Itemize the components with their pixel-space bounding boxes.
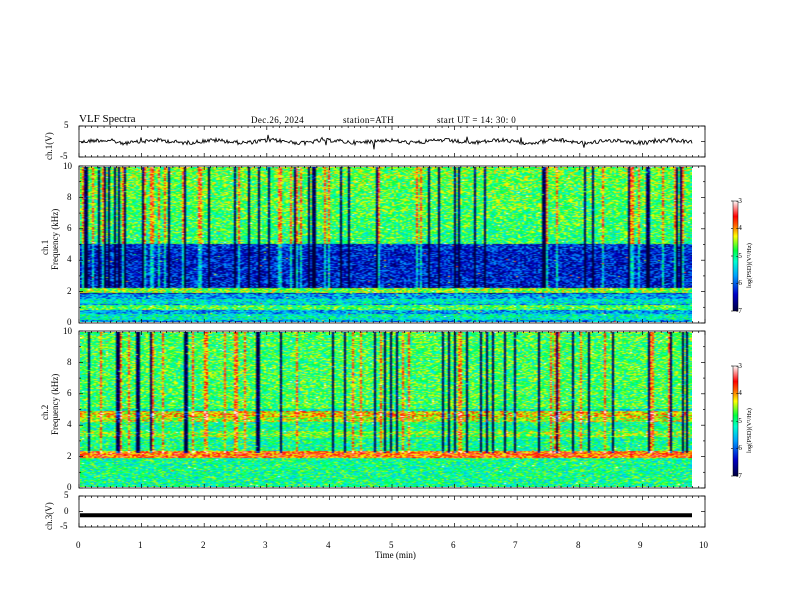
ch1-spectrogram-image	[80, 167, 692, 322]
colorbar2-tick: -6	[736, 444, 742, 452]
x-tick: 5	[389, 540, 394, 550]
colorbar2-tick: -3	[736, 362, 742, 370]
x-axis-label: Time (min)	[375, 550, 416, 560]
x-tick: 9	[638, 540, 643, 550]
axis-ticks	[78, 125, 706, 528]
x-tick: 3	[263, 540, 268, 550]
figure-title: VLF Spectra	[79, 113, 136, 125]
ch2-spec-tick: 2	[67, 451, 72, 461]
ch2-spec-tick: 10	[63, 326, 72, 336]
start-time-label: start UT = 14: 30: 0	[437, 115, 517, 125]
ch2-spec-ylabel: Frequency (kHz)	[50, 373, 60, 435]
colorbar2-label: log(PSD)(V²/Hz)	[746, 408, 753, 453]
ch2-spectrogram-image	[80, 332, 692, 487]
ch1-spec-tick: 2	[67, 286, 72, 296]
colorbar1-tick: -4	[736, 224, 742, 232]
colorbar2-tick: -5	[736, 417, 742, 425]
ch3-wave-ylabel: ch.3(V)	[44, 502, 54, 530]
x-tick: 4	[326, 540, 331, 550]
x-tick: 2	[201, 540, 206, 550]
ch3-wave-tick: 5	[64, 490, 69, 500]
ch3-wave-tick: 0	[64, 506, 69, 516]
colorbar1-tick: -5	[736, 252, 742, 260]
ch2-spec-tick: 4	[67, 419, 72, 429]
colorbar1-label: log(PSD)(V²/Hz)	[746, 243, 753, 288]
ch1-spec-tick: 0	[67, 317, 72, 327]
colorbar1-tick: -3	[736, 197, 742, 205]
ch1-spec-tick: 6	[67, 223, 72, 233]
x-tick: 6	[451, 540, 456, 550]
ch3-wave-panel	[78, 495, 706, 528]
x-tick: 1	[138, 540, 143, 550]
colorbar1-tick: -7	[736, 307, 742, 315]
ch1-wave-panel	[78, 125, 706, 158]
ch2-spec-tick: 6	[67, 388, 72, 398]
ch1-wave-tick: 5	[64, 120, 69, 130]
ch1-waveform-line	[80, 134, 693, 150]
ch1-spec-tick: 4	[67, 254, 72, 264]
x-tick: 0	[76, 540, 81, 550]
ch2-spec-tick: 0	[67, 482, 72, 492]
ch2-spec-channel-label: ch.2	[40, 404, 50, 420]
station-label: station=ATH	[343, 115, 394, 125]
ch1-wave-ylabel: ch.1(V)	[44, 132, 54, 160]
colorbar2-tick: -4	[736, 389, 742, 397]
colorbar2-tick: -7	[736, 472, 742, 480]
x-tick: 8	[576, 540, 581, 550]
x-tick: 7	[513, 540, 518, 550]
colorbar1-tick: -6	[736, 279, 742, 287]
ch2-spec-tick: 8	[67, 357, 72, 367]
x-tick: 10	[699, 540, 708, 550]
ch1-spec-channel-label: ch.1	[40, 239, 50, 255]
ch3-wave-tick: -5	[60, 521, 68, 531]
date-label: Dec.26, 2024	[251, 115, 305, 125]
ch1-spec-tick: 8	[67, 192, 72, 202]
colorbar-ticks	[731, 200, 733, 477]
ch1-spectrogram-panel	[78, 165, 706, 324]
ch1-spec-ylabel: Frequency (kHz)	[50, 208, 60, 270]
ch2-spectrogram-panel	[78, 330, 706, 489]
ch1-spec-tick: 10	[63, 161, 72, 171]
ch1-wave-tick: -5	[60, 151, 68, 161]
